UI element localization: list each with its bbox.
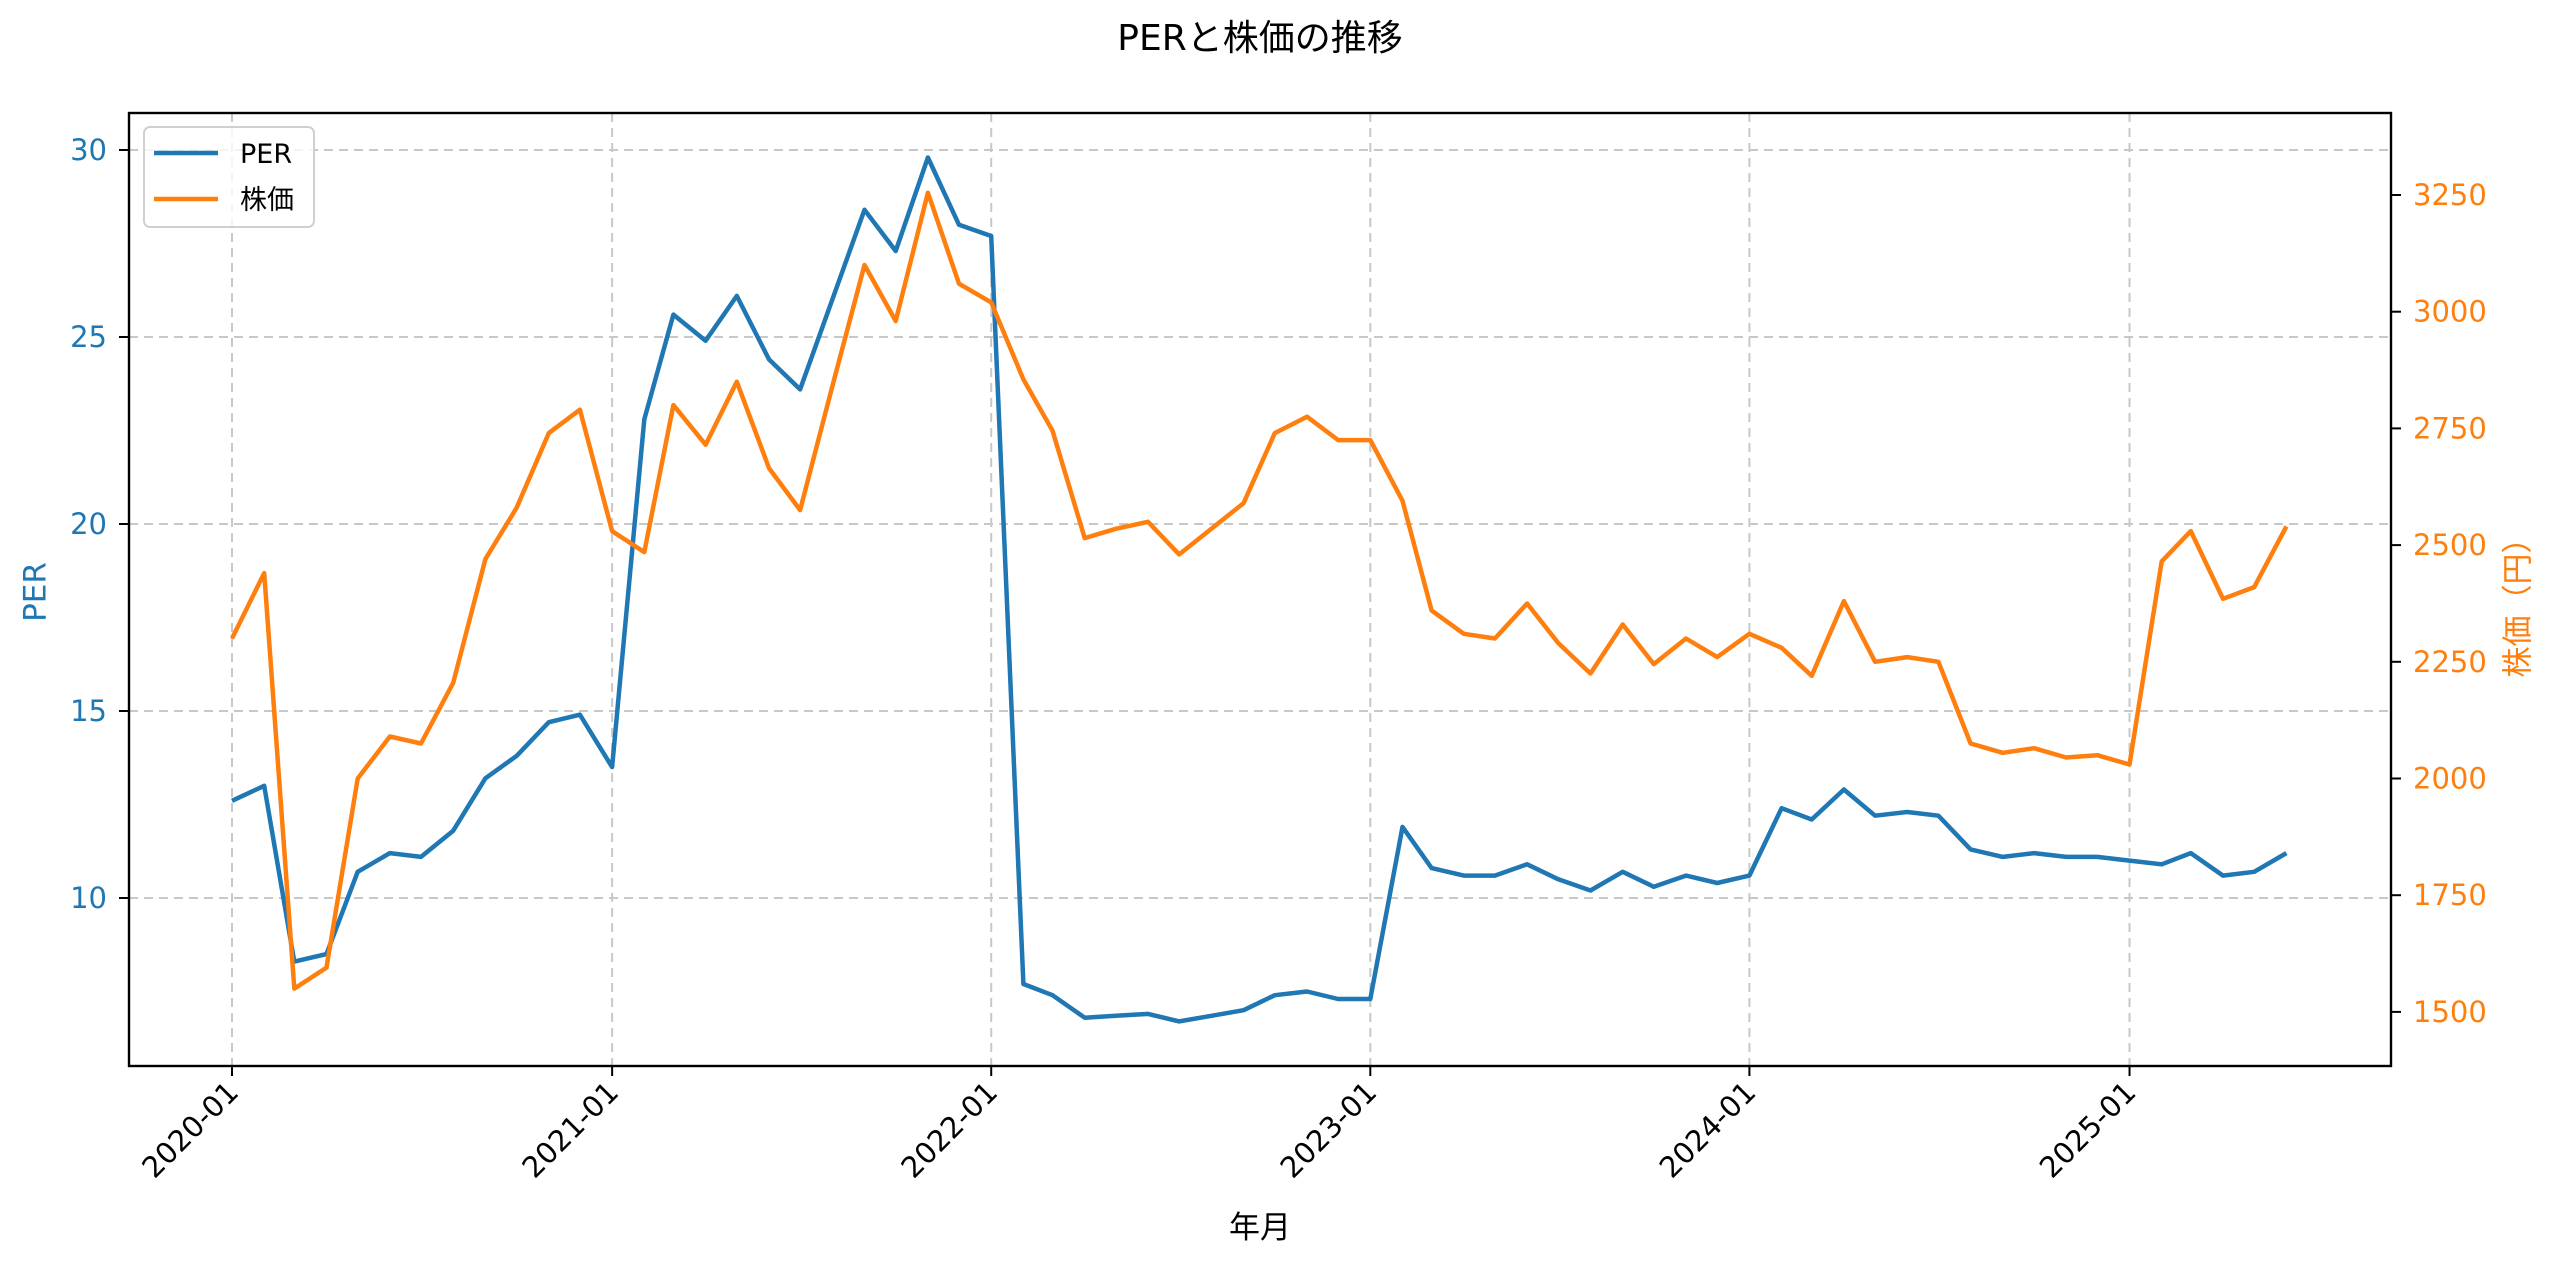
left-tick-label: 10 <box>70 881 107 915</box>
legend-label-price: 株価 <box>240 185 294 216</box>
right-tick-label: 2500 <box>2413 528 2487 562</box>
price-line <box>229 190 2289 991</box>
x-tick-label: 2022-01 <box>894 1075 1004 1185</box>
grid-lines <box>129 113 2391 1066</box>
left-tick-label: 30 <box>70 133 107 167</box>
right-tick-label: 2250 <box>2413 645 2487 679</box>
per-line <box>231 155 2288 1024</box>
right-y-axis-label: 株価（円） <box>2501 523 2537 678</box>
right-tick-label: 1500 <box>2413 995 2487 1029</box>
x-tick-label: 2024-01 <box>1653 1075 1763 1185</box>
left-y-axis: 10 15 20 25 30 <box>70 133 129 915</box>
left-y-axis-label: PER <box>18 562 54 622</box>
left-tick-label: 15 <box>70 694 107 728</box>
left-tick-label: 20 <box>70 507 107 541</box>
chart-title: PERと株価の推移 <box>1117 18 1402 59</box>
right-y-axis: 1500 1750 2000 2250 2500 2750 3000 3250 <box>2391 178 2487 1029</box>
left-tick-label: 25 <box>70 320 107 354</box>
x-axis: 2020-01 2021-01 2022-01 2023-01 2024-01 2025-… <box>135 1066 2142 1185</box>
legend: PER 株価 <box>143 126 315 228</box>
right-tick-label: 2750 <box>2413 411 2487 445</box>
x-axis-label: 年月 <box>1229 1210 1291 1246</box>
x-tick-label: 2021-01 <box>515 1075 625 1185</box>
right-tick-label: 3000 <box>2413 295 2487 329</box>
x-tick-label: 2023-01 <box>1274 1075 1384 1185</box>
x-tick-label: 2025-01 <box>2033 1075 2143 1185</box>
legend-label-per: PER <box>240 139 292 170</box>
right-tick-label: 2000 <box>2413 762 2487 796</box>
x-tick-label: 2020-01 <box>135 1075 245 1185</box>
plot-area <box>229 155 2289 1024</box>
right-tick-label: 3250 <box>2413 178 2487 212</box>
right-tick-label: 1750 <box>2413 878 2487 912</box>
axes-frame <box>127 111 2393 1068</box>
